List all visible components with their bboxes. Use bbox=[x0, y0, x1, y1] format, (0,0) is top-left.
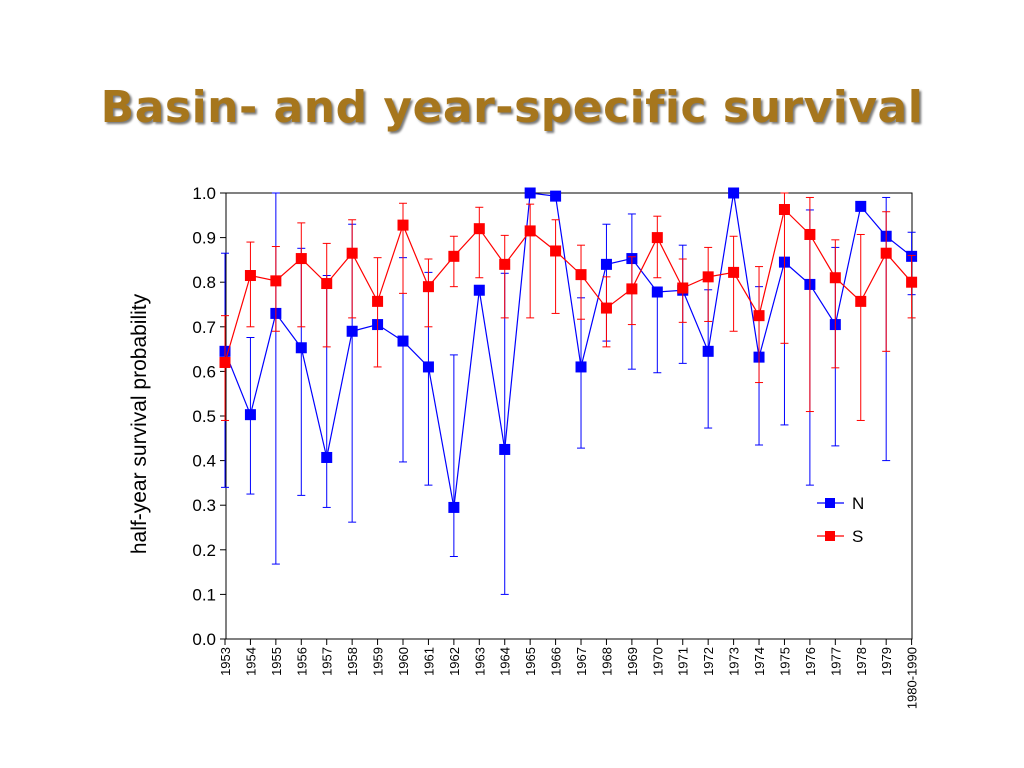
data-point bbox=[397, 335, 409, 347]
data-point bbox=[651, 232, 663, 244]
data-point bbox=[626, 283, 638, 295]
data-point bbox=[651, 286, 663, 298]
x-tick-label: 1958 bbox=[345, 647, 360, 676]
x-tick-label: 1975 bbox=[777, 647, 792, 676]
data-point bbox=[550, 245, 562, 257]
x-tick-label: 1970 bbox=[650, 647, 665, 676]
data-point bbox=[753, 310, 765, 322]
data-point bbox=[270, 275, 282, 287]
data-point bbox=[778, 204, 790, 216]
y-tick-label: 0.9 bbox=[192, 229, 216, 248]
data-point bbox=[244, 409, 256, 421]
data-point bbox=[575, 361, 587, 373]
data-point bbox=[804, 228, 816, 240]
data-point bbox=[244, 270, 256, 282]
x-tick-label: 1965 bbox=[523, 647, 538, 676]
x-tick-label: 1972 bbox=[701, 647, 716, 676]
data-point bbox=[600, 258, 612, 270]
data-point bbox=[550, 190, 562, 202]
x-tick-label: 1956 bbox=[294, 647, 309, 676]
data-point bbox=[524, 187, 536, 199]
data-point bbox=[880, 247, 892, 259]
data-point bbox=[575, 269, 587, 281]
y-tick-label: 0.0 bbox=[192, 630, 216, 649]
x-tick-label: 1980-1990 bbox=[905, 647, 920, 709]
data-point bbox=[295, 253, 307, 265]
x-tick-label: 1974 bbox=[752, 647, 767, 676]
data-point bbox=[397, 219, 409, 231]
x-tick-label: 1964 bbox=[498, 647, 513, 676]
data-point bbox=[321, 278, 333, 290]
data-point bbox=[600, 302, 612, 314]
x-tick-label: 1977 bbox=[828, 647, 843, 676]
data-point bbox=[422, 361, 434, 373]
x-tick-label: 1973 bbox=[727, 647, 742, 676]
x-tick-label: 1963 bbox=[472, 647, 487, 676]
y-tick-label: 0.1 bbox=[192, 585, 216, 604]
x-axis: 1953 1954 1955 1956 1957 1958 1959 1960 1961 1962… bbox=[218, 639, 920, 709]
x-tick-label: 1959 bbox=[371, 647, 386, 676]
y-tick-label: 0.4 bbox=[192, 452, 216, 471]
y-tick-label: 0.7 bbox=[192, 318, 216, 337]
data-point bbox=[499, 258, 511, 270]
data-point bbox=[372, 295, 384, 307]
y-tick-label: 0.6 bbox=[192, 362, 216, 381]
x-tick-label: 1976 bbox=[803, 647, 818, 676]
data-point bbox=[219, 356, 231, 368]
x-tick-label: 1969 bbox=[625, 647, 640, 676]
data-point bbox=[499, 443, 511, 455]
x-tick-label: 1978 bbox=[854, 647, 869, 676]
series-line bbox=[224, 208, 913, 363]
data-point bbox=[295, 342, 307, 354]
y-tick-label: 1.0 bbox=[192, 184, 216, 203]
series-line bbox=[224, 192, 912, 508]
y-tick-label: 0.3 bbox=[192, 496, 216, 515]
x-tick-label: 1966 bbox=[549, 647, 564, 676]
data-point bbox=[829, 272, 841, 284]
data-point bbox=[906, 276, 918, 288]
x-tick-label: 1962 bbox=[447, 647, 462, 676]
plot-area bbox=[225, 192, 913, 640]
legend: NS bbox=[817, 494, 864, 546]
x-tick-label: 1979 bbox=[879, 647, 894, 676]
data-point bbox=[855, 295, 867, 307]
data-point bbox=[524, 225, 536, 237]
data-point bbox=[702, 345, 714, 357]
x-tick-label: 1955 bbox=[269, 647, 284, 676]
legend-label: N bbox=[852, 494, 864, 513]
y-tick-label: 0.8 bbox=[192, 273, 216, 292]
y-tick-label: 0.2 bbox=[192, 541, 216, 560]
data-point bbox=[728, 187, 740, 199]
legend-marker bbox=[825, 498, 835, 508]
x-tick-label: 1961 bbox=[421, 647, 436, 676]
data-point bbox=[422, 281, 434, 293]
data-point bbox=[346, 325, 358, 337]
data-point bbox=[448, 501, 460, 513]
slide-title: Basin- and year-specific survival bbox=[100, 82, 924, 133]
data-point bbox=[346, 247, 358, 259]
x-tick-label: 1971 bbox=[676, 647, 691, 676]
data-point bbox=[473, 223, 485, 235]
y-axis: 0.0 0.1 0.2 0.3 0.4 0.5 0.6 0.7 0.8 0.9 1.0 bbox=[192, 184, 226, 649]
x-tick-label: 1954 bbox=[243, 647, 258, 676]
data-point bbox=[677, 282, 689, 294]
x-tick-label: 1968 bbox=[599, 647, 614, 676]
series-S bbox=[219, 192, 918, 421]
data-point bbox=[321, 451, 333, 463]
data-point bbox=[702, 271, 714, 283]
x-tick-label: 1960 bbox=[396, 647, 411, 676]
legend-marker bbox=[825, 531, 835, 541]
data-point bbox=[855, 200, 867, 212]
x-tick-label: 1967 bbox=[574, 647, 589, 676]
data-point bbox=[448, 250, 460, 262]
y-tick-label: 0.5 bbox=[192, 407, 216, 426]
x-tick-label: 1953 bbox=[218, 647, 233, 676]
x-tick-label: 1957 bbox=[320, 647, 335, 676]
data-point bbox=[473, 284, 485, 296]
series-group bbox=[219, 187, 918, 595]
legend-label: S bbox=[852, 527, 863, 546]
data-point bbox=[728, 266, 740, 278]
